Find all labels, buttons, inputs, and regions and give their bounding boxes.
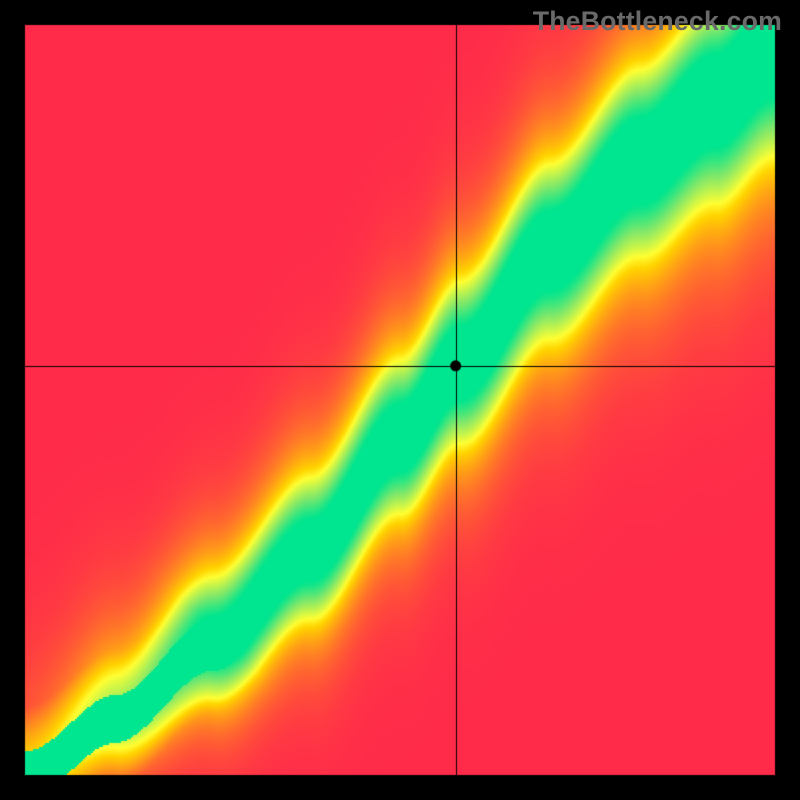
bottleneck-heatmap-canvas (0, 0, 800, 800)
watermark-text: TheBottleneck.com (533, 6, 782, 37)
bottleneck-heatmap-container: TheBottleneck.com (0, 0, 800, 800)
